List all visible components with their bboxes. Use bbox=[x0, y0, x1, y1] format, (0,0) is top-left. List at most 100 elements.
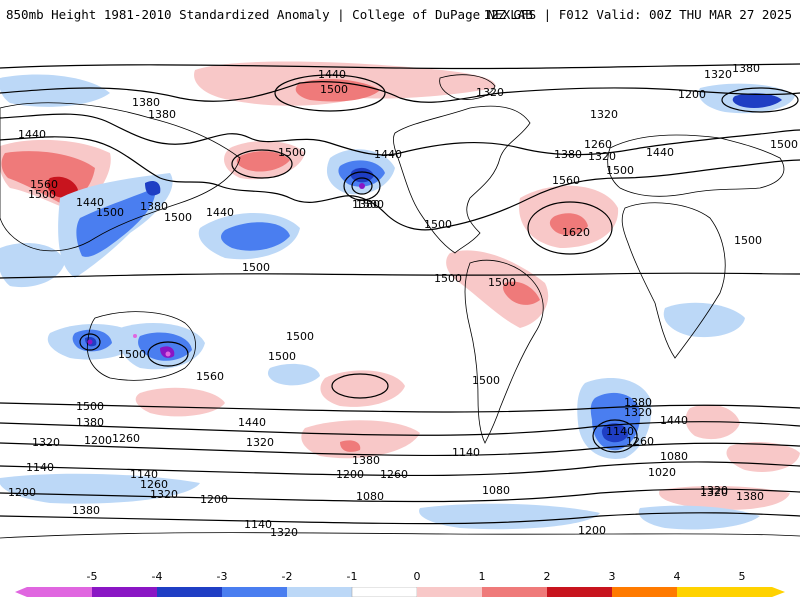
contour-label: 1320 bbox=[590, 108, 618, 121]
contour-label: 1200 bbox=[84, 434, 112, 447]
contour-label: 1560 bbox=[196, 370, 224, 383]
contour-label: 1320 bbox=[588, 150, 616, 163]
colorbar-tick-label: -1 bbox=[346, 570, 358, 583]
contour-label: 1080 bbox=[482, 484, 510, 497]
contour-label: 1320 bbox=[246, 436, 274, 449]
anomaly-map: 1440 1500 1380 1320 1380 1440 1380 1500 … bbox=[0, 38, 800, 558]
anom-neg-east-asia-core bbox=[76, 188, 156, 257]
contour-label: 1500 bbox=[734, 234, 762, 247]
contour-label: 1380 bbox=[140, 200, 168, 213]
contour-label: 1440 bbox=[660, 414, 688, 427]
colorbar: -5 -4 -3 -2 -1 0 1 2 3 4 5 bbox=[0, 570, 800, 600]
contour-label: 1440 bbox=[238, 416, 266, 429]
contour-label: 1200 bbox=[200, 493, 228, 506]
coast-asia bbox=[0, 102, 241, 252]
coast-south-america bbox=[464, 259, 544, 444]
anom-neg-north-pole bbox=[0, 74, 110, 107]
contour-label: 1140 bbox=[130, 468, 158, 481]
contour-label: 1620 bbox=[562, 226, 590, 239]
contour-low-ne-pacific-inner bbox=[351, 177, 373, 195]
colorbar-tick-label: 5 bbox=[738, 570, 746, 583]
contour-label: 1500 bbox=[424, 218, 452, 231]
low-center-markers bbox=[87, 183, 365, 357]
contour-label: 1440 bbox=[76, 196, 104, 209]
contour-label: 1200 bbox=[678, 88, 706, 101]
colorbar-tick-label: -3 bbox=[216, 570, 228, 583]
anom-pos-atlantic-core bbox=[549, 213, 588, 236]
contour-low-north-atlantic bbox=[721, 87, 799, 113]
contour-label: 1200 bbox=[336, 468, 364, 481]
anom-neg-central-pacific-core bbox=[220, 222, 290, 251]
colorbar-tick-label: 2 bbox=[543, 570, 551, 583]
contour-label: 1380 bbox=[352, 198, 380, 211]
coast-antarctica bbox=[0, 532, 800, 539]
contour-label: 1200 bbox=[578, 524, 606, 537]
contour-label: 1260 bbox=[140, 478, 168, 491]
run-info: 12Z GFS | F012 Valid: 00Z THU MAR 27 202… bbox=[483, 7, 792, 22]
low-center-marker bbox=[359, 183, 365, 189]
contour-label: 1320 bbox=[476, 86, 504, 99]
anom-pos-south-america bbox=[446, 250, 549, 328]
anom-neg-southern-ocean-3 bbox=[638, 505, 760, 530]
coastlines bbox=[0, 74, 800, 539]
anom-pos-australia-south bbox=[135, 387, 225, 417]
contour-label: 1260 bbox=[112, 432, 140, 445]
contour-label: 1500 bbox=[28, 188, 56, 201]
contour-label: 1500 bbox=[242, 261, 270, 274]
contour-label: 1260 bbox=[584, 138, 612, 151]
anom-neg-east-asia-max bbox=[145, 181, 161, 196]
contour-line-2 bbox=[0, 81, 800, 103]
contour-label: 1500 bbox=[76, 400, 104, 413]
anom-pos-south-america-core bbox=[502, 281, 540, 305]
coast-north-america bbox=[393, 105, 531, 254]
contour-label: 1560 bbox=[552, 174, 580, 187]
anom-pos-south-pacific-low bbox=[301, 420, 420, 459]
anom-neg-africa-south bbox=[663, 302, 745, 338]
coast-africa bbox=[621, 202, 726, 359]
low-center-marker bbox=[165, 351, 171, 357]
contour-label: 1380 bbox=[76, 416, 104, 429]
contour-line-3 bbox=[0, 113, 800, 156]
colorbar-tick-label: -5 bbox=[86, 570, 98, 583]
contour-label: 1500 bbox=[278, 146, 306, 159]
contour-line-8 bbox=[0, 442, 800, 457]
anom-neg-north-atlantic-core bbox=[732, 93, 782, 108]
contour-high-atlantic bbox=[527, 201, 613, 255]
anom-neg-southern-ocean-2 bbox=[419, 503, 600, 530]
map-title: 850mb Height 1981-2010 Standardized Anom… bbox=[6, 7, 533, 22]
anom-neg-south-atlantic-max bbox=[601, 423, 628, 443]
contour-label: 1380 bbox=[132, 96, 160, 109]
contour-label: 1320 bbox=[32, 436, 60, 449]
colorbar-tick-label: 3 bbox=[608, 570, 616, 583]
contour-label: 1500 bbox=[434, 272, 462, 285]
contour-label: 1500 bbox=[268, 350, 296, 363]
contour-labels: 1440 1500 1380 1320 1380 1440 1380 1500 … bbox=[8, 62, 798, 539]
contour-label: 1440 bbox=[206, 206, 234, 219]
contour-label: 1500 bbox=[606, 164, 634, 177]
anom-pos-gulf-alaska-core bbox=[236, 151, 290, 172]
contour-label: 1200 bbox=[8, 486, 36, 499]
contour-label: 1560 bbox=[30, 178, 58, 191]
contour-line-5 bbox=[0, 272, 800, 279]
contour-low-ne-pacific bbox=[343, 171, 381, 201]
contour-label: 1320 bbox=[700, 486, 728, 499]
colorbar-tick-label: 1 bbox=[478, 570, 486, 583]
contour-label: 1440 bbox=[374, 148, 402, 161]
anom-pos-south-pacific-core bbox=[340, 440, 361, 452]
contour-line-1 bbox=[0, 63, 800, 70]
anom-pos-s-indian-east bbox=[726, 442, 800, 473]
contour-low-australia-west bbox=[79, 333, 101, 351]
contour-label: 1140 bbox=[606, 425, 634, 438]
contour-label: 1380 bbox=[732, 62, 760, 75]
contour-line-9 bbox=[0, 461, 800, 477]
anom-pos-siberia-max bbox=[47, 176, 78, 198]
low-center-marker bbox=[87, 339, 93, 345]
contour-label: 1140 bbox=[244, 518, 272, 531]
anomaly-shading bbox=[0, 61, 800, 530]
anom-neg-pacific-south-east bbox=[267, 363, 320, 386]
contour-high-gulf-alaska bbox=[231, 149, 293, 179]
coast-europe bbox=[607, 134, 785, 197]
contour-label: 1440 bbox=[646, 146, 674, 159]
colorbar-tick-label: 4 bbox=[673, 570, 681, 583]
contour-label: 1380 bbox=[624, 396, 652, 409]
